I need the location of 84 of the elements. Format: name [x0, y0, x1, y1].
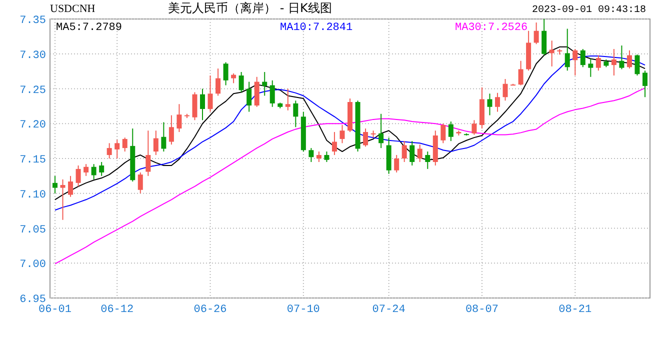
- candlestick: [308, 148, 314, 162]
- x-tick-label: 08-21: [558, 304, 592, 316]
- candlestick: [425, 151, 430, 170]
- y-tick-label: 7.10: [20, 189, 46, 202]
- candlestick: [611, 48, 616, 76]
- candlestick: [332, 131, 337, 156]
- candlestick: [596, 54, 601, 72]
- candlestick: [262, 72, 268, 96]
- x-tick-label: 06-26: [194, 304, 227, 316]
- candlestick: [487, 93, 492, 116]
- text: MA10:7.2841: [280, 22, 354, 34]
- candlestick: [216, 68, 221, 96]
- candlestick: [99, 161, 104, 176]
- candlestick: [378, 113, 384, 149]
- candlestick: [402, 140, 407, 162]
- x-tick-label: 07-24: [372, 304, 406, 316]
- y-tick-label: 6.95: [20, 294, 46, 306]
- candlestick: [84, 164, 89, 176]
- y-tick-label: 7.25: [20, 84, 46, 97]
- candlestick: [394, 154, 400, 173]
- candlestick: [192, 92, 198, 121]
- candlestick: [246, 81, 252, 112]
- candlestick: [534, 22, 539, 45]
- candlestick: [168, 114, 174, 146]
- candlestick: [91, 164, 96, 180]
- candlestick: [60, 178, 66, 220]
- candlestick: [572, 48, 578, 76]
- y-tick-label: 7.15: [20, 154, 46, 166]
- x-tick-label: 06-01: [38, 304, 72, 316]
- text: MA5:7.2789: [56, 22, 122, 34]
- candlestick: [324, 151, 330, 162]
- candlestick: [495, 92, 500, 112]
- y-tick-label: 7.20: [20, 120, 46, 132]
- candlestick: [200, 88, 205, 121]
- candlestick: [518, 60, 524, 86]
- candlestick: [340, 124, 345, 144]
- candlestick: [76, 164, 81, 187]
- candlestick: [153, 130, 158, 156]
- candlestick: [642, 70, 648, 98]
- candlestick: [176, 104, 182, 132]
- candlestick: [588, 58, 594, 78]
- candlestick: [363, 128, 368, 148]
- candlestick: [293, 100, 298, 128]
- text: 2023-09-01 09:43:18: [532, 5, 646, 16]
- y-tick-label: 7.00: [20, 259, 46, 272]
- candlestick: [316, 151, 322, 162]
- x-tick-label: 06-12: [100, 304, 134, 316]
- candlestick: [448, 121, 454, 142]
- candlestick: [106, 142, 112, 159]
- x-tick-label: 08-07: [465, 304, 498, 316]
- chart-title: 美元人民币（离岸） - 日K线图: [168, 1, 332, 15]
- candlestick: [502, 78, 508, 102]
- candlestick: [564, 28, 570, 72]
- candlestick: [68, 175, 74, 198]
- y-tick-label: 7.05: [20, 224, 46, 236]
- candlestick: [138, 172, 143, 194]
- candlestick: [114, 139, 120, 159]
- candlestick: [285, 88, 290, 111]
- candlestick: [161, 122, 166, 152]
- candlestick: [542, 18, 547, 56]
- candlestick: [619, 45, 624, 70]
- y-tick-label: 7.30: [20, 50, 46, 62]
- candlestick: [472, 120, 477, 136]
- candlestick: [231, 72, 236, 84]
- candlestick: [549, 40, 554, 67]
- candlestick: [223, 62, 228, 86]
- candlestick: [417, 144, 422, 162]
- text: MA30:7.2526: [455, 22, 528, 34]
- candlestick: [410, 140, 415, 166]
- candlestick: [580, 48, 586, 68]
- candlestick: [440, 123, 446, 144]
- chart-subtitle: USDCNH: [50, 3, 96, 15]
- candlestick: [52, 175, 58, 194]
- candlestick: [146, 130, 151, 176]
- candlestick: [626, 50, 632, 70]
- line-series: [54, 88, 646, 264]
- x-tick-label: 07-10: [286, 304, 320, 316]
- candlestick: [122, 137, 128, 152]
- candlestick: [254, 76, 260, 108]
- candlestick: [208, 74, 213, 112]
- candlestick: [634, 54, 640, 76]
- candlestick: [270, 80, 275, 108]
- y-tick-label: 7.35: [20, 15, 46, 27]
- candlestick: [238, 72, 244, 93]
